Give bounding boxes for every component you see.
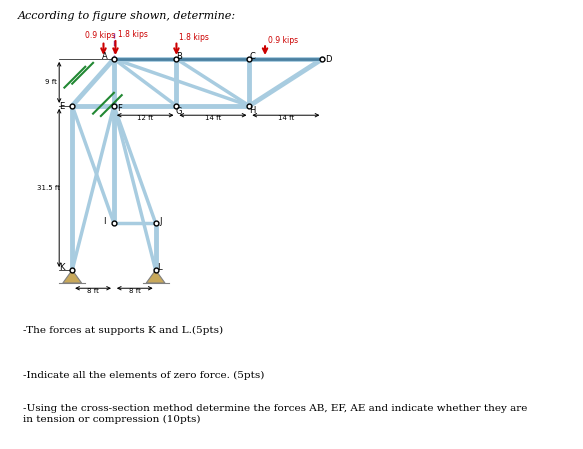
Text: -The forces at supports K and L.(5pts): -The forces at supports K and L.(5pts)	[23, 326, 223, 335]
Text: 0.9 kips: 0.9 kips	[85, 31, 115, 40]
Text: According to figure shown, determine:: According to figure shown, determine:	[17, 11, 236, 21]
Polygon shape	[146, 270, 165, 283]
Text: K: K	[59, 263, 65, 272]
Polygon shape	[63, 270, 82, 283]
Text: G: G	[176, 106, 182, 115]
Text: H: H	[249, 106, 255, 114]
Text: D: D	[325, 56, 332, 65]
Text: 14 ft: 14 ft	[278, 115, 294, 121]
Text: 1.8 kips: 1.8 kips	[118, 30, 148, 39]
Text: B: B	[176, 52, 182, 61]
Text: 12 ft: 12 ft	[137, 115, 153, 121]
Text: L: L	[157, 263, 162, 272]
Text: 14 ft: 14 ft	[205, 115, 221, 121]
Text: 0.9 kips: 0.9 kips	[268, 36, 298, 45]
Text: J: J	[160, 217, 162, 226]
Text: F: F	[117, 104, 122, 113]
Text: -Indicate all the elements of zero force. (5pts): -Indicate all the elements of zero force…	[23, 370, 265, 379]
Text: 8 ft: 8 ft	[129, 288, 141, 295]
Text: -Using the cross-section method determine the forces AB, EF, AE and indicate whe: -Using the cross-section method determin…	[23, 404, 528, 424]
Text: C: C	[249, 52, 255, 61]
Text: 31.5 ft: 31.5 ft	[37, 185, 60, 191]
Text: 9 ft: 9 ft	[45, 79, 57, 85]
Text: 1.8 kips: 1.8 kips	[179, 33, 209, 42]
Text: 8 ft: 8 ft	[87, 288, 99, 295]
Text: I: I	[103, 217, 106, 226]
Text: A: A	[101, 53, 107, 62]
Text: E: E	[59, 102, 64, 111]
